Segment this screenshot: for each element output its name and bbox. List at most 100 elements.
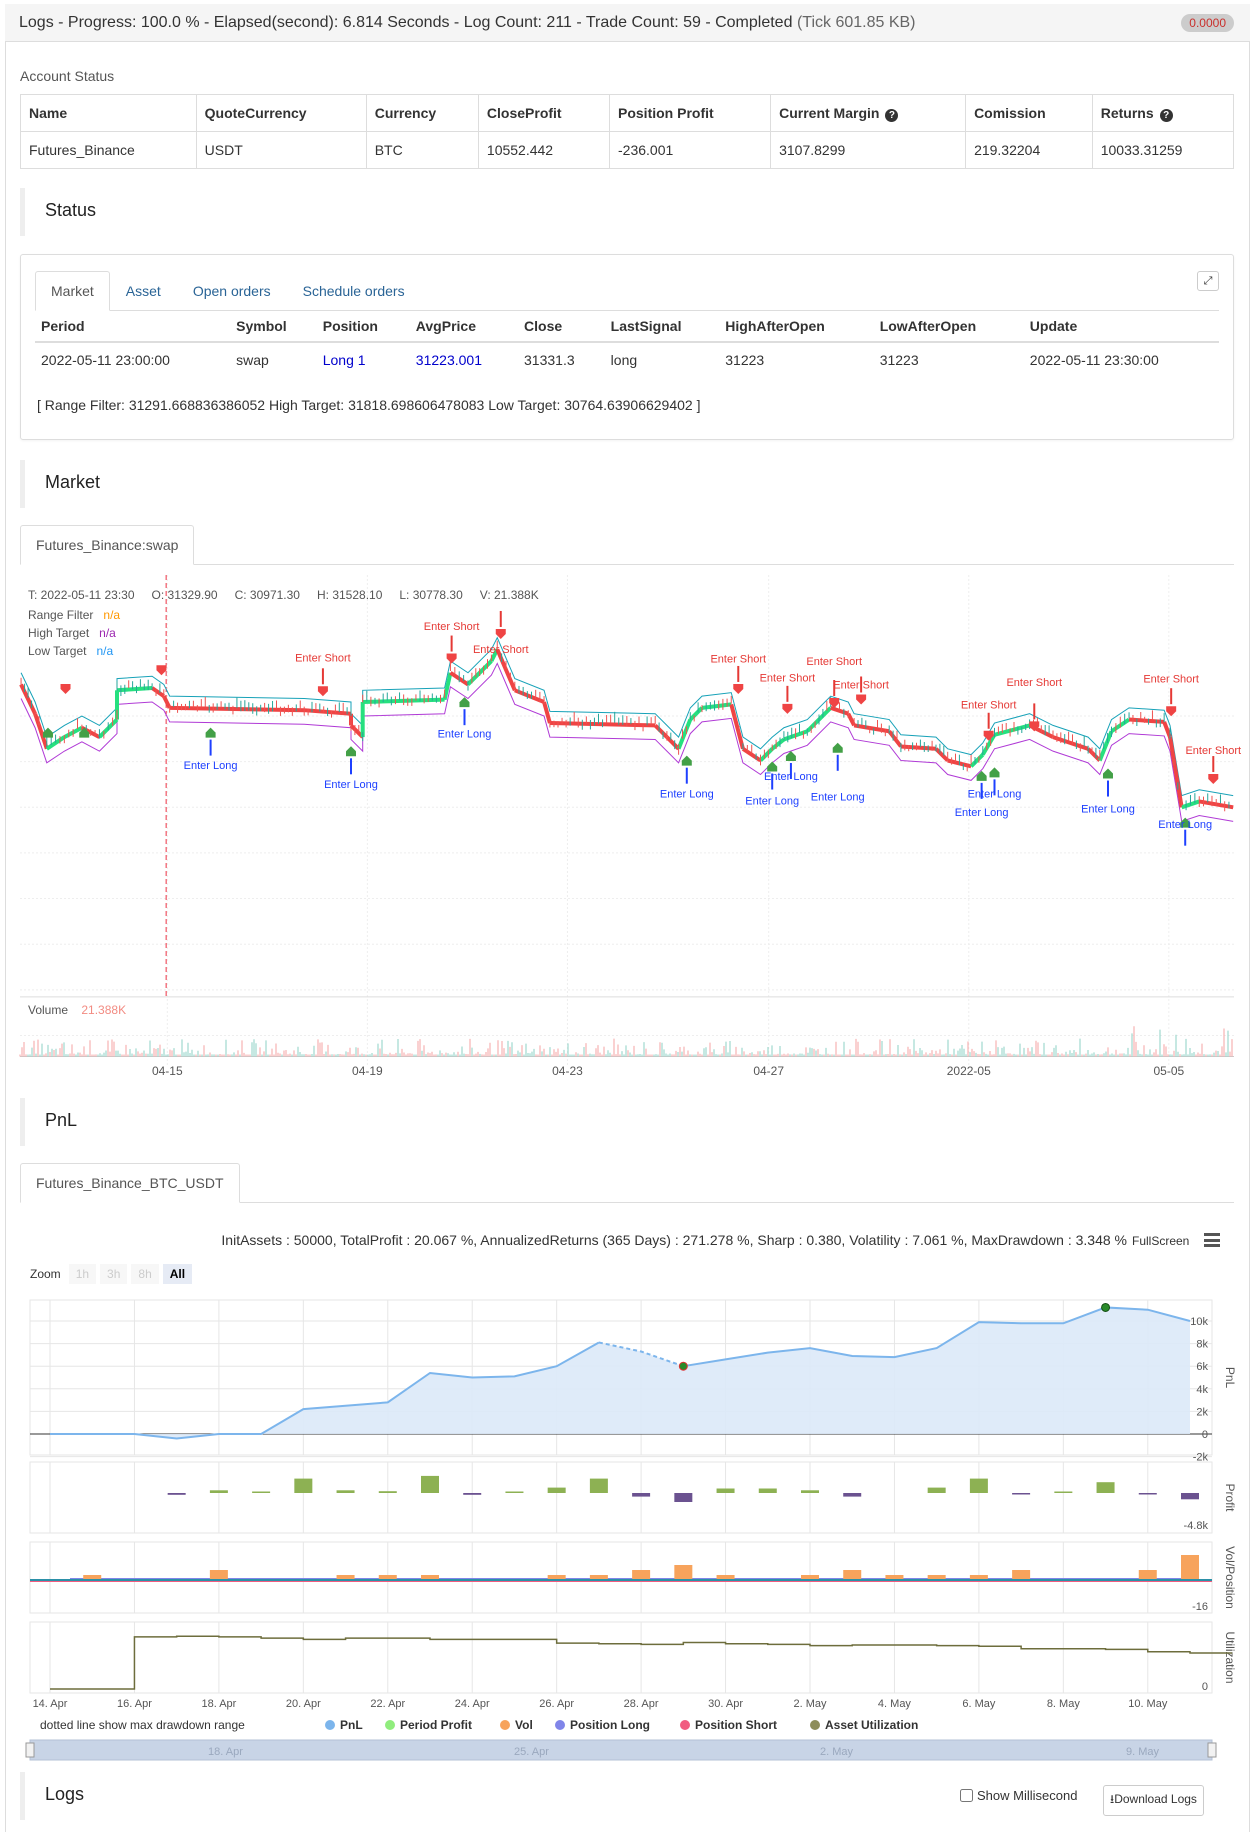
table-cell: 2022-05-11 23:30:00 xyxy=(1029,352,1159,368)
menu-icon[interactable] xyxy=(1204,1233,1220,1247)
range-filter-segment xyxy=(846,712,856,727)
tab-futures-binance-btc-usdt[interactable]: Futures_Binance_BTC_USDT xyxy=(20,1163,240,1203)
expand-icon[interactable]: ⤢ xyxy=(1197,271,1219,291)
drawdown-note: dotted line show max drawdown range xyxy=(40,1718,245,1732)
enter-long-label: Enter Long xyxy=(1081,803,1135,815)
range-filter-segment xyxy=(969,753,985,768)
profit-bar xyxy=(927,1487,946,1493)
profit-bar xyxy=(969,1478,988,1493)
range-filter-segment xyxy=(981,733,997,756)
y-tick-label: 0 xyxy=(1202,1429,1208,1441)
zoom-8h-button[interactable]: 8h xyxy=(131,1264,159,1284)
column-header: Close xyxy=(518,311,605,343)
range-filter-segment xyxy=(665,735,681,751)
market-chart[interactable]: Enter Short Enter Short Enter Short Enter S… xyxy=(0,575,1254,1085)
range-filter-segment xyxy=(688,706,704,721)
range-filter-segment xyxy=(514,688,545,704)
x-tick-label: 05-05 xyxy=(1153,1064,1184,1078)
vol-bar xyxy=(1138,1570,1157,1580)
column-header: Currency xyxy=(365,94,479,132)
download-logs-button[interactable]: ⭳Download Logs xyxy=(1103,1785,1204,1816)
fullscreen-button[interactable]: FullScreen xyxy=(1132,1234,1190,1248)
legend-label[interactable]: Position Short xyxy=(695,1718,777,1732)
utilization-line xyxy=(50,1635,1233,1690)
enter-long-label: Enter Long xyxy=(438,729,492,741)
table-cell: 219.32204 xyxy=(965,131,1093,169)
vol-bar xyxy=(801,1575,819,1580)
checkbox[interactable] xyxy=(960,1789,973,1802)
range-filter-segment xyxy=(759,747,774,762)
profit-bar xyxy=(758,1488,777,1493)
range-filter-segment xyxy=(33,713,49,750)
tab-market[interactable]: Market xyxy=(35,271,110,311)
long-signal-marker xyxy=(459,697,470,708)
legend-name: High Target xyxy=(28,626,90,640)
range-filter-segment xyxy=(701,702,732,710)
show-millisecond-checkbox[interactable]: Show Millisecond xyxy=(960,1788,1077,1803)
enter-short-label: Enter Short xyxy=(295,653,351,665)
legend-label[interactable]: PnL xyxy=(340,1718,363,1732)
range-filter-segment xyxy=(1097,730,1114,762)
column-header: CloseProfit xyxy=(477,94,611,132)
long-signal-marker xyxy=(681,755,692,766)
y-tick-label: 10k xyxy=(1190,1316,1208,1328)
range-filter-segment xyxy=(770,737,786,751)
range-filter-segment xyxy=(150,686,165,698)
enter-short-label: Enter Short xyxy=(833,679,889,691)
zoom-All-button[interactable]: All xyxy=(162,1264,193,1284)
legend-label[interactable]: Period Profit xyxy=(400,1718,472,1732)
show-millisecond-label: Show Millisecond xyxy=(977,1788,1078,1803)
tab-asset[interactable]: Asset xyxy=(125,283,161,299)
enter-long-label: Enter Long xyxy=(745,795,799,807)
zoom-1h-button[interactable]: 1h xyxy=(68,1264,97,1284)
x-tick-label: 20. Apr xyxy=(286,1698,321,1710)
account-table: Name QuoteCurrency Currency CloseProfit Posi… xyxy=(20,94,1235,169)
legend-name: Range Filter xyxy=(28,608,94,622)
navigator-handle-left[interactable] xyxy=(25,1742,35,1758)
tab-futures-binance-swap[interactable]: Futures_Binance:swap xyxy=(20,525,195,565)
volume-value: 21.388K xyxy=(81,1003,127,1017)
ohlc-low: L: 30778.30 xyxy=(399,588,463,602)
vol-bar xyxy=(209,1570,228,1580)
x-tick-label: 2022-05 xyxy=(947,1064,991,1078)
vol-bar xyxy=(378,1575,397,1580)
enter-short-label: Enter Short xyxy=(424,621,480,633)
profit-bar xyxy=(294,1478,313,1493)
help-icon[interactable]: ? xyxy=(885,108,899,122)
range-filter-segment xyxy=(741,747,762,763)
navigator-handle-right[interactable] xyxy=(1207,1742,1217,1758)
tab-open-orders[interactable]: Open orders xyxy=(192,283,271,299)
vol-bar xyxy=(547,1575,566,1580)
low-target-line xyxy=(20,662,1234,822)
indicator-note: [ Range Filter: 31291.668836386052 High … xyxy=(37,397,701,413)
y-tick-label: 0 xyxy=(1202,1681,1208,1693)
market-heading: Market xyxy=(20,460,1234,508)
x-tick-label: 24. Apr xyxy=(455,1698,490,1710)
range-filter-segment xyxy=(45,735,66,751)
profit-bar xyxy=(1012,1493,1031,1495)
range-filter-segment xyxy=(1168,736,1184,808)
navigator-tick: 25. Apr xyxy=(514,1746,549,1758)
legend-label[interactable]: Asset Utilization xyxy=(825,1718,918,1732)
profit-bar xyxy=(632,1493,651,1497)
legend-label[interactable]: Vol xyxy=(515,1718,533,1732)
enter-short-label: Enter Short xyxy=(806,656,862,668)
legend-marker xyxy=(810,1720,820,1730)
tab-schedule-orders[interactable]: Schedule orders xyxy=(302,283,405,299)
short-signal-marker xyxy=(983,730,994,741)
range-filter-segment xyxy=(853,723,890,734)
column-header: Position Profit xyxy=(608,94,772,132)
enter-long-label: Enter Long xyxy=(955,807,1009,819)
table-cell: -236.001 xyxy=(608,131,772,169)
vol-bar xyxy=(674,1565,693,1580)
pnl-chart[interactable]: PnL Profit Vol/Position Utilization 10k 8k 6k 4… xyxy=(0,1290,1254,1766)
legend-label[interactable]: Position Long xyxy=(570,1718,650,1732)
help-icon[interactable]: ? xyxy=(1159,108,1173,122)
table-row: Futures_Binance USDT BTC 10552.442 -236.001 3… xyxy=(20,131,1235,169)
status-badge: 0.0000 xyxy=(1181,14,1234,32)
zoom-3h-button[interactable]: 3h xyxy=(100,1264,128,1284)
long-signal-marker xyxy=(1102,768,1113,779)
x-tick-label: 26. Apr xyxy=(539,1698,574,1710)
x-tick-label: 04-23 xyxy=(552,1064,583,1078)
column-header: Update xyxy=(1023,311,1219,343)
